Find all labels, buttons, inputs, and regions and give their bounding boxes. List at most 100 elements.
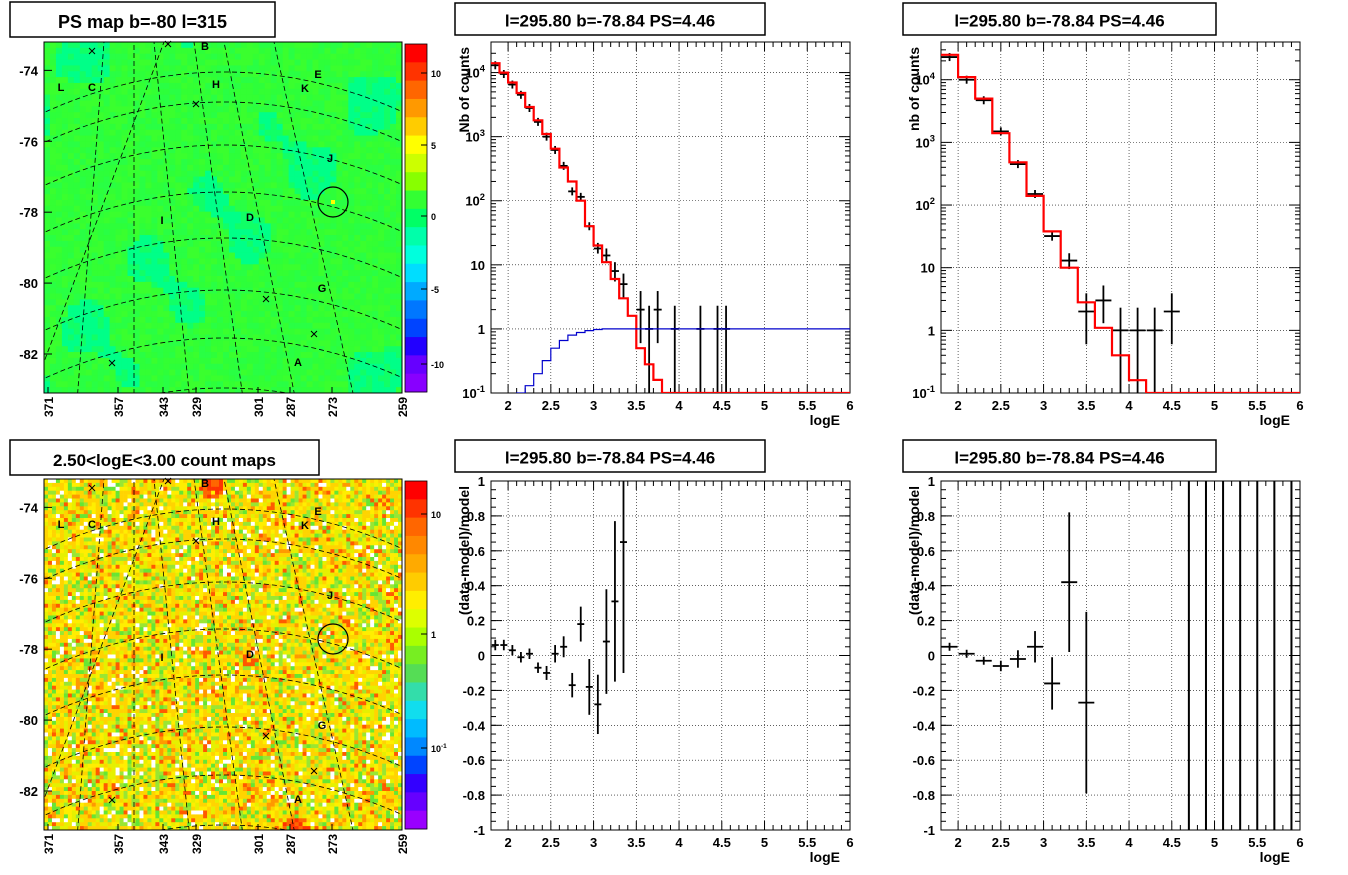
map-cell (282, 182, 289, 189)
map-cell (205, 65, 212, 72)
map-cell (324, 94, 331, 101)
map-cell (44, 153, 51, 160)
map-cell (121, 153, 128, 160)
map-cell (258, 100, 266, 107)
map-cell (169, 59, 176, 66)
map-cell (55, 229, 63, 236)
map-cell (312, 387, 319, 393)
map-cell (258, 164, 266, 171)
map-cell (121, 141, 128, 148)
map-cell (73, 153, 81, 160)
map-cell (121, 293, 128, 300)
map-cell (109, 77, 116, 84)
map-cell (127, 375, 134, 382)
map-cell (83, 619, 89, 624)
map-cell (318, 188, 325, 195)
map-cell (61, 159, 69, 166)
map-cell (157, 176, 164, 183)
map-cell (91, 771, 97, 776)
map-cell (252, 205, 260, 212)
map-cell (306, 112, 313, 119)
map-cell (139, 258, 146, 265)
map-cell (318, 322, 325, 329)
map-cell (217, 118, 224, 125)
map-cell (63, 615, 69, 620)
map-cell (348, 106, 355, 113)
map-cell (67, 281, 75, 288)
map-cell (44, 235, 51, 242)
map-cell (264, 299, 272, 306)
map-cell (127, 305, 134, 312)
map-cell (91, 217, 98, 224)
map-cell (396, 346, 402, 353)
map-cell (139, 71, 146, 78)
map-cell (121, 264, 128, 271)
map-cell (390, 299, 397, 306)
map-cell (181, 153, 188, 160)
map-cell (312, 199, 319, 207)
map-cell (312, 194, 319, 201)
map-cell (61, 82, 69, 90)
map-cell (85, 82, 93, 90)
map-cell (47, 677, 53, 683)
map-cell (44, 42, 51, 49)
map-cell (145, 194, 152, 201)
map-cell (211, 270, 218, 277)
map-cell (63, 705, 69, 710)
map-cell (366, 176, 373, 183)
map-cell (127, 42, 134, 49)
map-cell (151, 53, 158, 60)
map-cell (59, 755, 65, 761)
map-cell (354, 59, 361, 66)
map-cell (55, 627, 61, 632)
map-cell (175, 281, 182, 288)
map-cell (246, 123, 254, 131)
map-cell (51, 615, 57, 620)
map-cell (47, 502, 53, 507)
map-cell (157, 229, 164, 236)
map-cell (55, 560, 61, 566)
map-cell (73, 94, 81, 101)
map-cell (318, 258, 325, 265)
map-cell (366, 246, 373, 253)
map-cell (300, 281, 307, 288)
map-cell (115, 53, 122, 60)
map-cell (55, 71, 63, 78)
map-cell (258, 369, 266, 376)
map-cell (282, 199, 289, 207)
map-cell (288, 387, 295, 393)
map-cell (95, 670, 100, 675)
map-cell (157, 153, 164, 160)
map-cell (109, 223, 116, 230)
map-cell (121, 47, 128, 54)
map-cell (187, 375, 194, 382)
map-cell (348, 235, 355, 242)
map-cell (246, 199, 254, 207)
map-cell (157, 381, 164, 388)
map-cell (59, 783, 65, 788)
map-cell (71, 564, 77, 569)
map-cell (193, 135, 200, 142)
map-cell (336, 141, 343, 148)
map-cell (187, 205, 194, 212)
map-cell (97, 106, 104, 113)
map-cell (306, 194, 313, 201)
map-cell (300, 199, 307, 207)
map-cell (384, 264, 391, 271)
map-parallel (44, 337, 402, 379)
map-cell (44, 650, 49, 655)
map-cell (223, 375, 230, 382)
map-cell (372, 293, 379, 300)
map-cell (83, 576, 89, 581)
map-cell (318, 240, 325, 248)
map-cell (366, 299, 373, 306)
source-label-k: K (301, 83, 309, 95)
map-cell (87, 822, 93, 827)
map-cell (49, 223, 57, 230)
map-cell (240, 217, 248, 224)
map-cell (59, 767, 65, 772)
map-cell (193, 316, 200, 324)
map-cell (390, 100, 397, 107)
map-cell (223, 340, 230, 347)
map-cell (59, 771, 65, 776)
